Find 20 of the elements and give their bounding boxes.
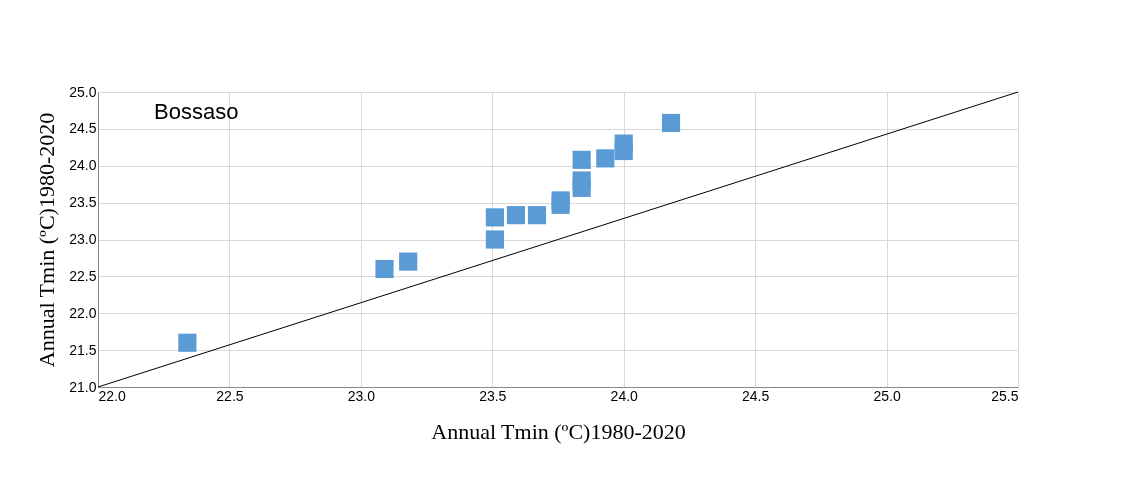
y-tick-label: 21.0 xyxy=(69,378,97,395)
annotation: Bossaso xyxy=(154,99,239,124)
y-tick-label: 23.0 xyxy=(69,231,97,247)
y-tick-label: 25.0 xyxy=(69,83,97,100)
x-tick-label: 23.5 xyxy=(479,387,507,404)
x-tick-label: 23.0 xyxy=(347,387,376,404)
y-axis-title: Annual Tmin (ºC)1980-2020 xyxy=(34,112,60,368)
y-tick-label: 24.5 xyxy=(69,120,97,137)
x-tick-label: 25.5 xyxy=(991,387,1019,404)
y-tick-label: 24.0 xyxy=(69,157,97,174)
x-tick-label: 22.5 xyxy=(216,387,244,404)
x-tick-label: 24.5 xyxy=(742,387,770,404)
x-tick-label: 25.0 xyxy=(873,387,901,404)
y-tick-label: 21.5 xyxy=(69,341,97,358)
x-tick-label: 24.0 xyxy=(610,387,639,404)
x-axis-title: Annual Tmin (ºC)1980-2020 xyxy=(431,418,686,444)
x-tick-label: 22.0 xyxy=(98,387,126,404)
y-tick-label: 22.0 xyxy=(69,304,97,321)
y-tick-label: 22.5 xyxy=(69,267,97,284)
y-tick-label: 23.5 xyxy=(69,194,97,211)
